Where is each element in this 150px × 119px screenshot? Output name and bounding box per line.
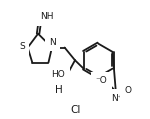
Text: HO: HO (51, 70, 65, 79)
Text: NH: NH (40, 12, 53, 21)
Text: H: H (55, 85, 63, 95)
Text: NH: NH (43, 12, 57, 21)
Text: O: O (125, 86, 132, 95)
Text: N⁺: N⁺ (111, 94, 122, 103)
Text: N: N (49, 38, 56, 47)
Text: Cl: Cl (70, 105, 81, 115)
Text: S: S (19, 42, 25, 51)
Text: ⁻O: ⁻O (96, 76, 107, 85)
